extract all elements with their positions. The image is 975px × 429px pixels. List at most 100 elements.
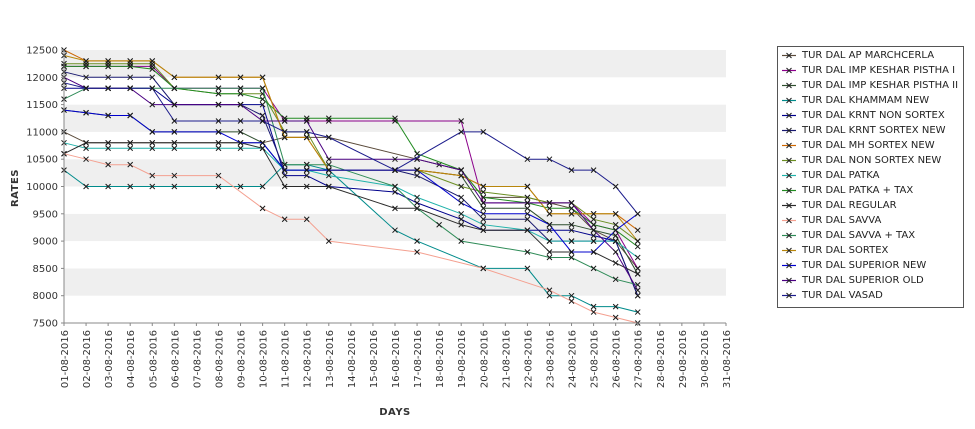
data-point: [259, 101, 266, 108]
data-point: [83, 85, 89, 92]
legend-marker-icon: [782, 202, 796, 209]
data-point: [215, 172, 222, 179]
legend-item: TUR DAL KHAMMAM NEW: [778, 95, 963, 106]
data-point: [171, 139, 178, 146]
data-point: [612, 249, 619, 255]
x-tick-label: 21-08-2016: [501, 330, 512, 388]
data-point: [149, 145, 156, 152]
data-point: [480, 227, 487, 234]
data-point: [546, 249, 553, 255]
legend-marker-icon: [782, 232, 796, 239]
data-point: [325, 115, 332, 122]
data-point: [105, 63, 111, 70]
data-point: [237, 118, 244, 124]
data-point: [127, 183, 134, 190]
data-point: [524, 265, 531, 272]
data-point: [634, 227, 641, 234]
data-point: [524, 249, 531, 255]
legend-label: TUR DAL VASAD: [802, 290, 883, 301]
x-tick-label: 22-08-2016: [523, 330, 534, 388]
x-tick-label: 06-08-2016: [170, 330, 181, 388]
legend-label: TUR DAL NON SORTEX NEW: [802, 155, 942, 166]
legend-label: TUR DAL MH SORTEX NEW: [802, 140, 935, 151]
data-point: [259, 145, 266, 152]
data-point: [259, 205, 266, 212]
data-point: [524, 216, 531, 223]
data-point: [436, 221, 442, 228]
x-tick-label: 30-08-2016: [700, 330, 711, 388]
data-point: [149, 74, 156, 81]
data-point: [612, 314, 619, 321]
data-point: [480, 210, 487, 217]
data-point: [171, 101, 178, 108]
data-point: [568, 221, 575, 228]
data-point: [105, 74, 111, 81]
data-point: [414, 172, 420, 179]
data-point: [215, 85, 222, 92]
x-tick-label: 01-08-2016: [60, 330, 71, 388]
data-point: [83, 156, 89, 163]
data-point: [215, 129, 222, 135]
data-point: [458, 167, 465, 173]
series-11: [61, 139, 641, 277]
legend-label: TUR DAL AP MARCHCERLA: [802, 50, 935, 61]
legend-label: TUR DAL SORTEX: [802, 245, 889, 256]
grid-band: [64, 77, 726, 105]
data-point: [237, 101, 244, 108]
data-point: [524, 183, 531, 190]
legend-label: TUR DAL IMP KESHAR PISTHA I: [802, 65, 956, 76]
legend-item: TUR DAL MH SORTEX NEW: [778, 140, 963, 151]
data-point: [259, 112, 266, 119]
data-point: [281, 172, 288, 179]
x-tick-label: 07-08-2016: [192, 330, 203, 388]
y-tick-label: 11500: [26, 100, 58, 111]
data-point: [590, 210, 597, 217]
data-point: [590, 232, 597, 239]
x-tick-label: 02-08-2016: [82, 330, 93, 388]
x-tick-label: 12-08-2016: [303, 330, 314, 388]
y-tick-label: 8500: [33, 264, 58, 275]
x-tick-label: 14-08-2016: [347, 330, 358, 388]
data-point: [458, 129, 465, 135]
legend-item: TUR DAL REGULAR: [778, 200, 963, 211]
x-tick-label: 29-08-2016: [678, 330, 689, 388]
series-line: [64, 65, 638, 248]
series-line: [63, 153, 638, 324]
grid-band: [64, 186, 726, 214]
data-point: [524, 205, 531, 212]
y-tick-label: 10500: [26, 155, 58, 166]
data-point: [105, 85, 111, 92]
data-point: [325, 172, 332, 179]
x-tick-label: 11-08-2016: [281, 330, 292, 388]
data-point: [590, 303, 597, 310]
data-point: [458, 221, 465, 228]
legend-marker-icon: [782, 292, 796, 299]
data-point: [414, 249, 420, 255]
data-point: [127, 161, 134, 168]
data-point: [524, 210, 531, 217]
series-17: [61, 79, 641, 217]
grid-band: [64, 50, 726, 78]
data-point: [568, 298, 575, 305]
data-point: [524, 156, 531, 163]
data-point: [127, 85, 134, 92]
data-point: [568, 200, 575, 206]
data-point: [480, 216, 487, 223]
legend-label: TUR DAL IMP KESHAR PISTHA II: [802, 80, 959, 91]
axes: 7500 8000 8500 9000 9500 10000 10500 11000 11500…: [26, 46, 733, 389]
data-point: [634, 271, 641, 277]
data-point: [392, 227, 398, 234]
data-point: [458, 118, 465, 124]
data-point: [83, 63, 89, 70]
data-point: [281, 167, 288, 173]
legend-marker-icon: [782, 217, 796, 224]
data-point: [149, 66, 156, 72]
data-point: [237, 129, 244, 135]
data-point: [303, 172, 310, 179]
data-point: [171, 74, 178, 81]
data-point: [171, 85, 178, 92]
data-point: [634, 287, 641, 294]
data-point: [325, 167, 332, 173]
y-axis-label: RATES: [10, 169, 21, 207]
data-point: [480, 189, 487, 195]
